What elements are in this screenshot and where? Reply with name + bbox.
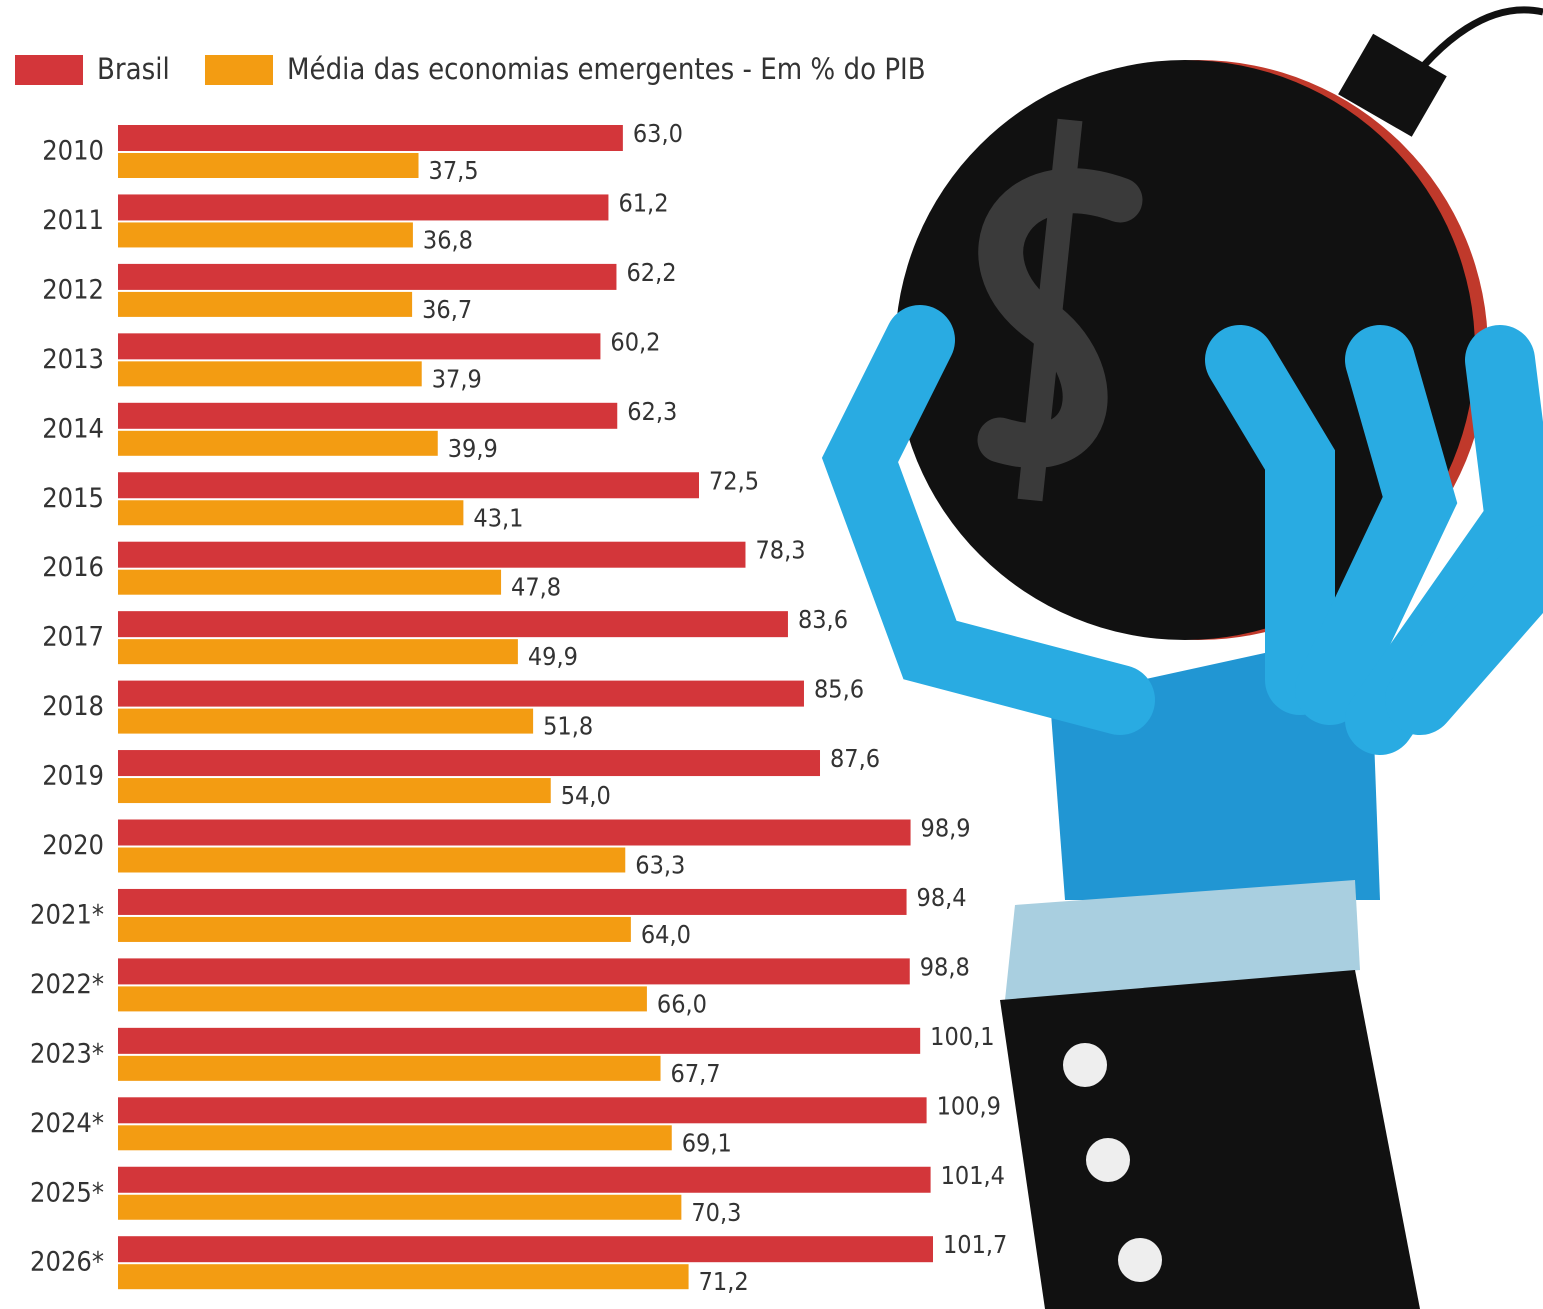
bar (118, 1056, 661, 1081)
bar (118, 431, 438, 456)
y-tick-label: 2016 (42, 552, 104, 583)
bar (118, 292, 412, 317)
value-label: 62,3 (627, 397, 677, 426)
value-label: 51,8 (543, 712, 593, 741)
y-tick-label: 2019 (42, 761, 104, 792)
chart: Brasil Média das economias emergentes - E… (0, 0, 1543, 1309)
value-label: 101,4 (941, 1161, 1005, 1190)
y-tick-label: 2026* (30, 1247, 104, 1278)
bar (118, 570, 501, 595)
bar (118, 264, 616, 290)
bar (118, 1236, 933, 1262)
y-tick-label: 2015 (42, 483, 104, 514)
value-label: 85,6 (814, 675, 864, 704)
y-tick-label: 2017 (42, 622, 104, 653)
y-tick-label: 2012 (42, 274, 104, 305)
bar (118, 681, 804, 707)
value-label: 61,2 (618, 188, 668, 217)
bar (118, 1167, 931, 1193)
value-label: 37,9 (432, 364, 482, 393)
bar (118, 125, 623, 151)
value-label: 83,6 (798, 605, 848, 634)
bar (118, 889, 907, 915)
y-tick-label: 2014 (42, 413, 104, 444)
bar (118, 778, 551, 803)
bar (118, 333, 600, 359)
value-label: 100,1 (930, 1022, 994, 1051)
value-label: 98,4 (917, 883, 967, 912)
value-label: 101,7 (943, 1230, 1007, 1259)
value-label: 67,7 (671, 1059, 721, 1088)
bar (118, 542, 745, 568)
value-label: 72,5 (709, 466, 759, 495)
y-tick-label: 2018 (42, 691, 104, 722)
value-label: 43,1 (473, 503, 523, 532)
y-tick-label: 2020 (42, 830, 104, 861)
button (1118, 1238, 1162, 1282)
value-label: 54,0 (561, 781, 611, 810)
value-label: 98,9 (921, 814, 971, 843)
bar (118, 1125, 672, 1150)
button (1086, 1138, 1130, 1182)
value-label: 63,0 (633, 119, 683, 148)
value-label: 60,2 (610, 327, 660, 356)
bar (118, 1195, 681, 1220)
y-tick-label: 2024* (30, 1108, 104, 1139)
bar (118, 986, 647, 1011)
bar (118, 361, 422, 386)
bar (118, 848, 625, 873)
y-tick-label: 2011 (42, 205, 104, 236)
value-label: 36,8 (423, 225, 473, 254)
bar (118, 472, 699, 498)
value-label: 47,8 (511, 573, 561, 602)
y-tick-label: 2010 (42, 136, 104, 167)
y-tick-label: 2013 (42, 344, 104, 375)
sleeve (1000, 970, 1420, 1309)
y-tick-label: 2025* (30, 1177, 104, 1208)
value-label: 37,5 (429, 156, 479, 185)
value-label: 70,3 (691, 1198, 741, 1227)
bar (118, 403, 617, 429)
legend-swatch (15, 55, 83, 85)
bar (118, 611, 788, 637)
bar (118, 153, 419, 178)
value-label: 69,1 (682, 1128, 732, 1157)
y-tick-label: 2022* (30, 969, 104, 1000)
legend-swatch (205, 55, 273, 85)
legend-label: Brasil (97, 52, 170, 86)
bar (118, 917, 631, 942)
bar (118, 1264, 689, 1289)
bar (118, 194, 608, 220)
bar (118, 709, 533, 734)
bar (118, 820, 911, 846)
value-label: 39,9 (448, 434, 498, 463)
value-label: 49,9 (528, 642, 578, 671)
value-label: 100,9 (937, 1091, 1001, 1120)
y-tick-label: 2023* (30, 1038, 104, 1069)
value-label: 36,7 (422, 295, 472, 324)
value-label: 98,8 (920, 952, 970, 981)
value-label: 66,0 (657, 989, 707, 1018)
bar (118, 639, 518, 664)
bar (118, 1097, 927, 1123)
bar (118, 500, 463, 525)
value-label: 78,3 (755, 536, 805, 565)
value-label: 71,2 (699, 1267, 749, 1296)
button (1063, 1043, 1107, 1087)
bar (118, 1028, 920, 1054)
bar (118, 750, 820, 776)
legend-label: Média das economias emergentes - Em % do… (287, 52, 926, 86)
bar (118, 222, 413, 247)
value-label: 64,0 (641, 920, 691, 949)
y-tick-label: 2021* (30, 899, 104, 930)
value-label: 62,2 (626, 258, 676, 287)
value-label: 63,3 (635, 851, 685, 880)
bar (118, 958, 910, 984)
value-label: 87,6 (830, 744, 880, 773)
